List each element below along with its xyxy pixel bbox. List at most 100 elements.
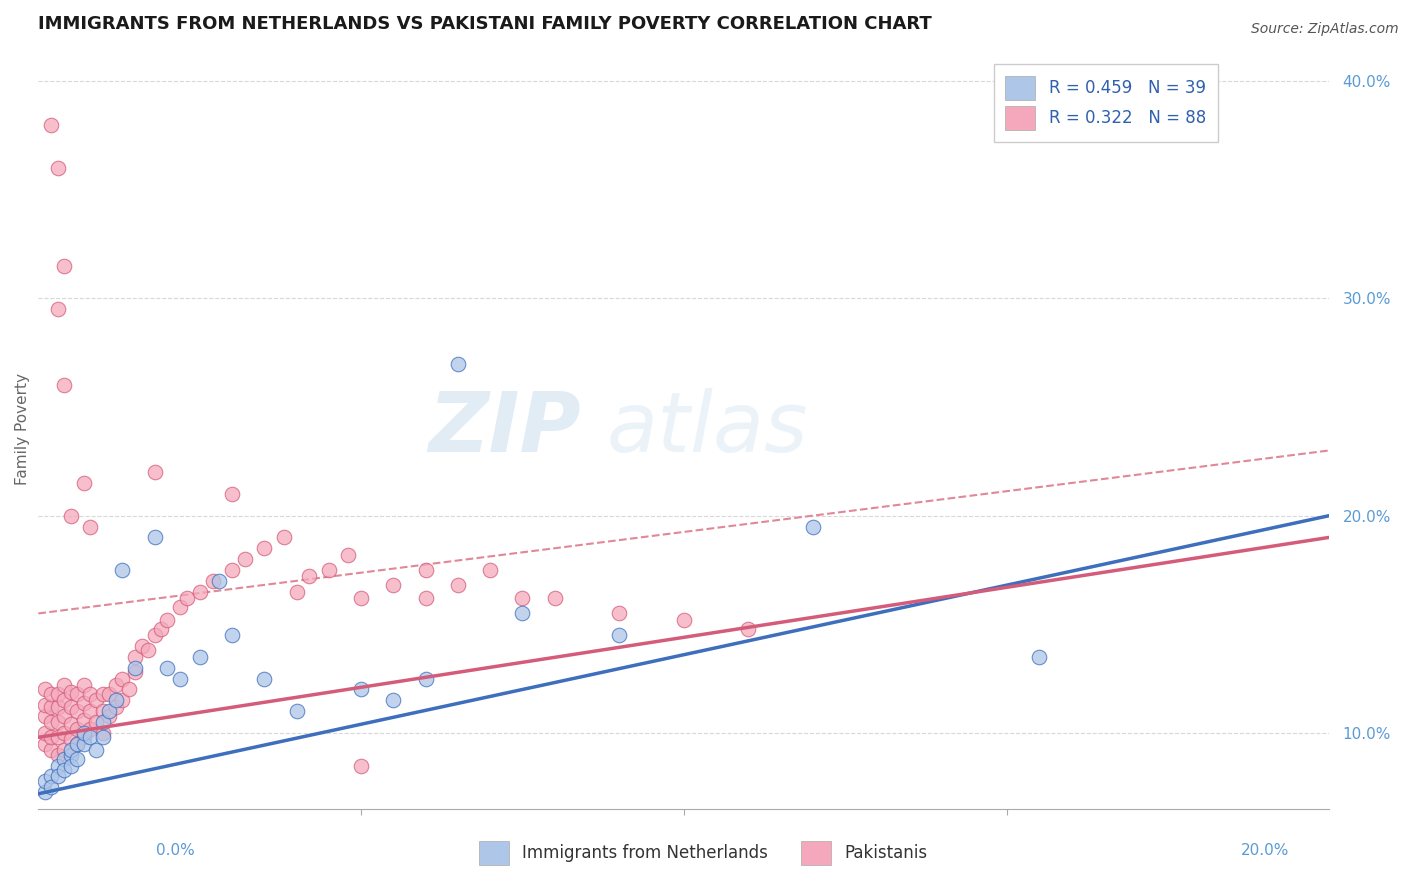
Text: ZIP: ZIP — [427, 388, 581, 469]
Point — [143, 530, 166, 544]
Point — [53, 693, 76, 707]
Legend: R = 0.459   N = 39, R = 0.322   N = 88: R = 0.459 N = 39, R = 0.322 N = 88 — [994, 64, 1218, 142]
Point — [39, 731, 62, 745]
Point — [221, 487, 243, 501]
Point — [415, 563, 437, 577]
Point — [34, 784, 56, 798]
Point — [91, 726, 114, 740]
Point — [607, 628, 630, 642]
Point — [72, 726, 94, 740]
Point — [111, 672, 134, 686]
Point — [79, 722, 101, 736]
Point — [98, 708, 121, 723]
Point — [188, 584, 211, 599]
Point — [79, 704, 101, 718]
Point — [136, 643, 159, 657]
Point — [544, 591, 567, 606]
Point — [447, 578, 470, 592]
Point — [131, 639, 153, 653]
Point — [118, 682, 141, 697]
Point — [169, 672, 191, 686]
Point — [285, 584, 308, 599]
Point — [59, 732, 82, 747]
Text: IMMIGRANTS FROM NETHERLANDS VS PAKISTANI FAMILY POVERTY CORRELATION CHART: IMMIGRANTS FROM NETHERLANDS VS PAKISTANI… — [38, 15, 932, 33]
Point — [39, 699, 62, 714]
Text: 20.0%: 20.0% — [1241, 843, 1289, 858]
Point — [72, 713, 94, 727]
Point — [337, 548, 360, 562]
Point — [208, 574, 231, 588]
Point — [34, 726, 56, 740]
Point — [91, 687, 114, 701]
Point — [59, 747, 82, 762]
Point — [79, 519, 101, 533]
Point — [53, 708, 76, 723]
Point — [104, 699, 127, 714]
Point — [188, 649, 211, 664]
Point — [201, 574, 224, 588]
Point — [143, 628, 166, 642]
Point — [447, 357, 470, 371]
Point — [66, 704, 89, 718]
Point — [350, 682, 373, 697]
Point — [34, 698, 56, 712]
Point — [39, 118, 62, 132]
Text: 0.0%: 0.0% — [156, 843, 195, 858]
Point — [46, 161, 69, 175]
Point — [415, 591, 437, 606]
Point — [298, 569, 321, 583]
Point — [801, 519, 824, 533]
Point — [86, 715, 108, 730]
Point — [34, 773, 56, 788]
Point — [156, 661, 179, 675]
Point — [34, 737, 56, 751]
Point — [66, 737, 89, 751]
Point — [72, 678, 94, 692]
Point — [66, 737, 89, 751]
Point — [273, 530, 295, 544]
Point — [34, 682, 56, 697]
Point — [479, 563, 502, 577]
Point — [98, 704, 121, 718]
Point — [53, 378, 76, 392]
Point — [39, 780, 62, 795]
Point — [86, 743, 108, 757]
Point — [66, 722, 89, 736]
Point — [53, 259, 76, 273]
Point — [59, 743, 82, 757]
Point — [59, 717, 82, 731]
Text: Source: ZipAtlas.com: Source: ZipAtlas.com — [1251, 22, 1399, 37]
Point — [350, 758, 373, 772]
Point — [124, 649, 146, 664]
Point — [66, 687, 89, 701]
Point — [79, 731, 101, 745]
Point — [672, 613, 695, 627]
Point — [53, 678, 76, 692]
Point — [72, 731, 94, 745]
Point — [176, 591, 198, 606]
Point — [46, 758, 69, 772]
Point — [253, 672, 276, 686]
Point — [512, 607, 534, 621]
Point — [53, 763, 76, 777]
Point — [72, 737, 94, 751]
Point — [124, 665, 146, 679]
Point — [221, 563, 243, 577]
Point — [86, 693, 108, 707]
Point — [111, 693, 134, 707]
Point — [39, 769, 62, 783]
Point — [415, 672, 437, 686]
Point — [149, 622, 172, 636]
Point — [46, 769, 69, 783]
Point — [46, 687, 69, 701]
Point — [98, 687, 121, 701]
Point — [39, 687, 62, 701]
Point — [318, 563, 340, 577]
Point — [46, 699, 69, 714]
Point — [221, 628, 243, 642]
Point — [46, 715, 69, 730]
Point — [53, 726, 76, 740]
Point — [79, 687, 101, 701]
Point — [46, 747, 69, 762]
Point — [34, 708, 56, 723]
